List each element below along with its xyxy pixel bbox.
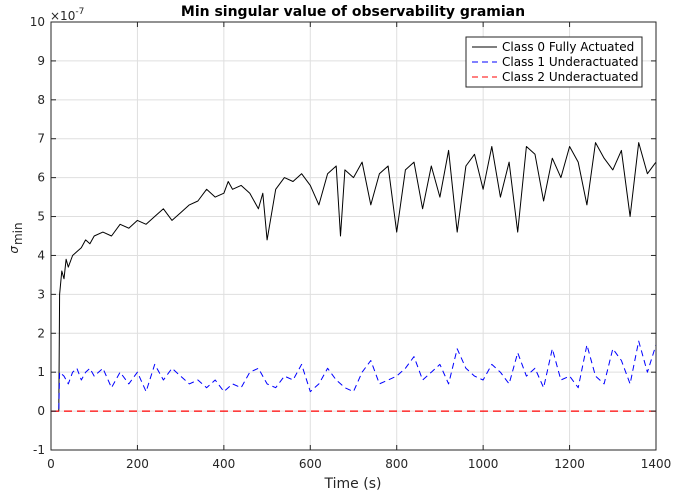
- legend-label-class-0: Class 0 Fully Actuated: [502, 40, 634, 54]
- series-layer: [51, 142, 657, 412]
- series-class-0-line: [51, 142, 657, 412]
- y-axis-label-sub: min: [11, 222, 25, 245]
- x-tick-label: 1000: [468, 457, 499, 471]
- x-tick-label: 800: [385, 457, 408, 471]
- y-tick-label: 2: [37, 326, 45, 340]
- x-tick-label: 400: [212, 457, 235, 471]
- y-scale-exp: -7: [75, 7, 84, 17]
- axes-frame: [50, 21, 657, 451]
- y-tick-label: 9: [37, 54, 45, 68]
- svg-text:σmin: σmin: [7, 222, 25, 253]
- y-scale-exponent: ×10-7: [50, 7, 84, 23]
- y-tick-label: 0: [37, 404, 45, 418]
- x-tick-label: 1200: [554, 457, 585, 471]
- x-tick-label: 600: [299, 457, 322, 471]
- legend-label-class-2: Class 2 Underactuated: [502, 70, 638, 84]
- legend: Class 0 Fully Actuated Class 1 Underactu…: [465, 36, 643, 88]
- y-tick-label: 8: [37, 93, 45, 107]
- plot-area: [51, 22, 656, 450]
- y-scale-base: ×10: [50, 9, 75, 23]
- y-tick-label: 3: [37, 287, 45, 301]
- chart-title: Min singular value of observability gram…: [181, 4, 525, 20]
- y-tick-label: 4: [37, 248, 45, 262]
- x-tick-label: 1400: [641, 457, 672, 471]
- legend-label-class-1: Class 1 Underactuated: [502, 55, 638, 69]
- x-tick-label: 200: [126, 457, 149, 471]
- y-tick-label: 7: [37, 132, 45, 146]
- series-class-1-line: [51, 340, 657, 412]
- y-tick-label: -1: [33, 443, 45, 457]
- y-axis-label-main: σ: [7, 246, 21, 254]
- y-tick-label: 6: [37, 171, 45, 185]
- x-axis-label: Time (s): [324, 476, 382, 492]
- y-axis-label: σmin: [7, 222, 25, 253]
- y-tick-label: 5: [37, 210, 45, 224]
- y-tick-label: 1: [37, 365, 45, 379]
- x-tick-label: 0: [47, 457, 55, 471]
- y-tick-label: 10: [30, 15, 45, 29]
